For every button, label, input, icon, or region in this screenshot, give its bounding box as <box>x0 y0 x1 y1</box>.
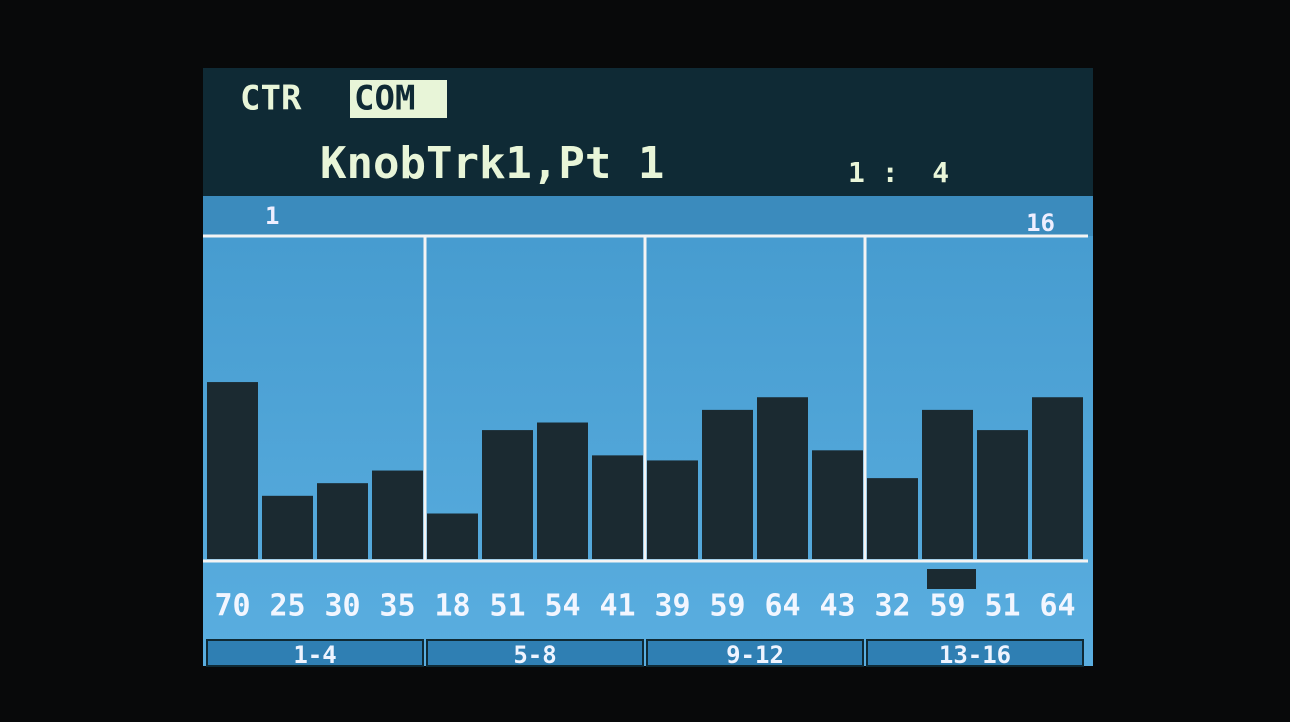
bar <box>317 483 368 559</box>
tab[interactable]: CTR <box>240 79 302 119</box>
bar <box>1032 397 1083 559</box>
bar <box>482 430 533 559</box>
position: 1 : 4 <box>848 156 949 189</box>
step-cursor <box>927 569 976 589</box>
value-label: 18 <box>434 589 470 624</box>
value-label: 32 <box>874 589 910 624</box>
bar <box>977 430 1028 559</box>
page: CTR COM KnobTrk1,Pt 1 1 : 4 1 16 70 25 30 3… <box>0 0 1290 722</box>
value-label: 64 <box>1039 589 1075 624</box>
group-label[interactable]: 13-16 <box>939 641 1011 669</box>
bar <box>867 478 918 559</box>
bar <box>647 460 698 559</box>
value-label: 59 <box>929 589 965 624</box>
title: KnobTrk1,Pt 1 <box>320 138 664 189</box>
group-label[interactable]: 9-12 <box>726 641 784 669</box>
bar <box>372 471 423 559</box>
group-label[interactable]: 1-4 <box>293 641 336 669</box>
bar <box>922 410 973 559</box>
bar <box>757 397 808 559</box>
bar <box>262 496 313 559</box>
bar <box>592 455 643 559</box>
value-label: 39 <box>654 589 690 624</box>
value-label: 25 <box>269 589 305 624</box>
value-label: 54 <box>544 589 580 624</box>
device-screen: CTR COM KnobTrk1,Pt 1 1 : 4 1 16 70 25 30 3… <box>0 0 1290 722</box>
bar <box>702 410 753 559</box>
value-label: 41 <box>599 589 635 624</box>
bar <box>427 514 478 559</box>
value-label: 43 <box>819 589 855 624</box>
first-step: 1 <box>265 202 279 230</box>
value-label: 51 <box>984 589 1020 624</box>
value-label: 70 <box>214 589 250 624</box>
value-label: 64 <box>764 589 800 624</box>
bar <box>812 450 863 559</box>
bar <box>537 423 588 559</box>
value-label: 35 <box>379 589 415 624</box>
step-band <box>203 196 1093 236</box>
value-label: 59 <box>709 589 745 624</box>
tab-active[interactable]: COM <box>354 79 415 119</box>
group-label[interactable]: 5-8 <box>513 641 556 669</box>
bar <box>207 382 258 559</box>
value-label: 30 <box>324 589 360 624</box>
value-label: 51 <box>489 589 525 624</box>
last-step: 16 <box>1026 209 1055 237</box>
